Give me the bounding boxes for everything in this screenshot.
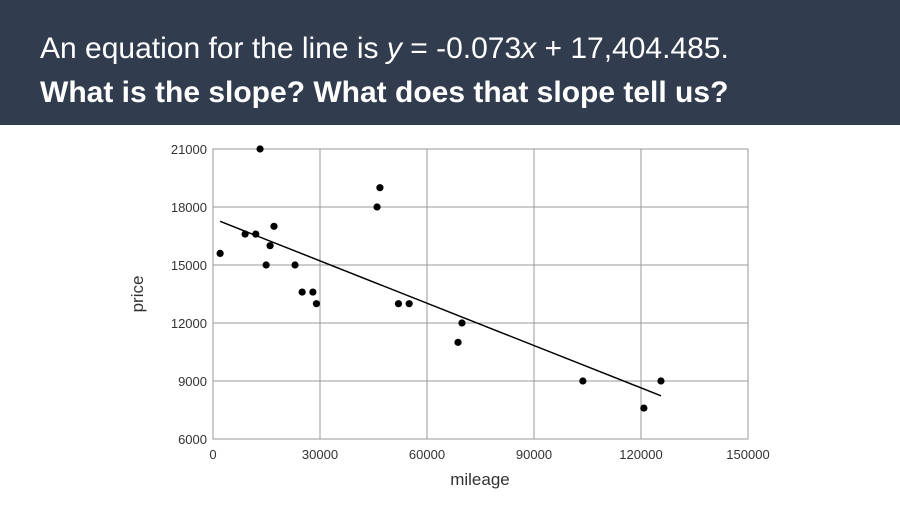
data-point — [376, 184, 384, 192]
header-band — [0, 0, 900, 125]
x-tick-label: 120000 — [619, 447, 662, 462]
data-point — [262, 261, 270, 269]
slide-title: An equation for the line is y = -0.073x … — [40, 32, 729, 65]
data-point — [291, 261, 299, 269]
trend-line — [219, 220, 662, 397]
data-point — [579, 377, 587, 385]
data-point — [373, 203, 381, 211]
data-point — [458, 319, 466, 327]
y-tick-label: 15000 — [171, 258, 207, 273]
title-part: = -0.073 — [402, 32, 521, 65]
y-tick-label: 6000 — [178, 432, 207, 447]
data-point — [454, 338, 462, 346]
y-tick-label: 18000 — [171, 200, 207, 215]
x-tick-label: 30000 — [302, 447, 338, 462]
data-point — [312, 300, 321, 308]
data-point — [309, 288, 317, 296]
plot-area — [212, 148, 749, 440]
slide-subtitle: What is the slope? What does that slope … — [40, 76, 728, 109]
x-tick-label: 60000 — [409, 447, 445, 462]
title-part: y — [385, 32, 404, 65]
x-tick-label: 0 — [209, 447, 216, 462]
y-tick-label: 21000 — [171, 142, 207, 157]
data-point — [266, 242, 274, 250]
title-part: + 17,404.485. — [536, 32, 729, 65]
y-tick-label: 12000 — [171, 316, 207, 331]
x-axis-label: mileage — [450, 470, 510, 489]
data-point — [256, 145, 264, 153]
data-point — [394, 300, 403, 308]
y-axis-label: price — [128, 276, 147, 313]
y-tick-label: 9000 — [178, 374, 207, 389]
title-part: x — [519, 32, 537, 65]
data-point — [216, 249, 224, 257]
data-point — [405, 300, 413, 308]
data-point — [640, 404, 648, 412]
data-point — [270, 222, 278, 230]
x-tick-label: 150000 — [726, 447, 769, 462]
data-point — [298, 288, 306, 296]
data-point — [657, 377, 665, 385]
x-tick-label: 90000 — [516, 447, 552, 462]
title-part: An equation for the line is — [40, 32, 387, 65]
